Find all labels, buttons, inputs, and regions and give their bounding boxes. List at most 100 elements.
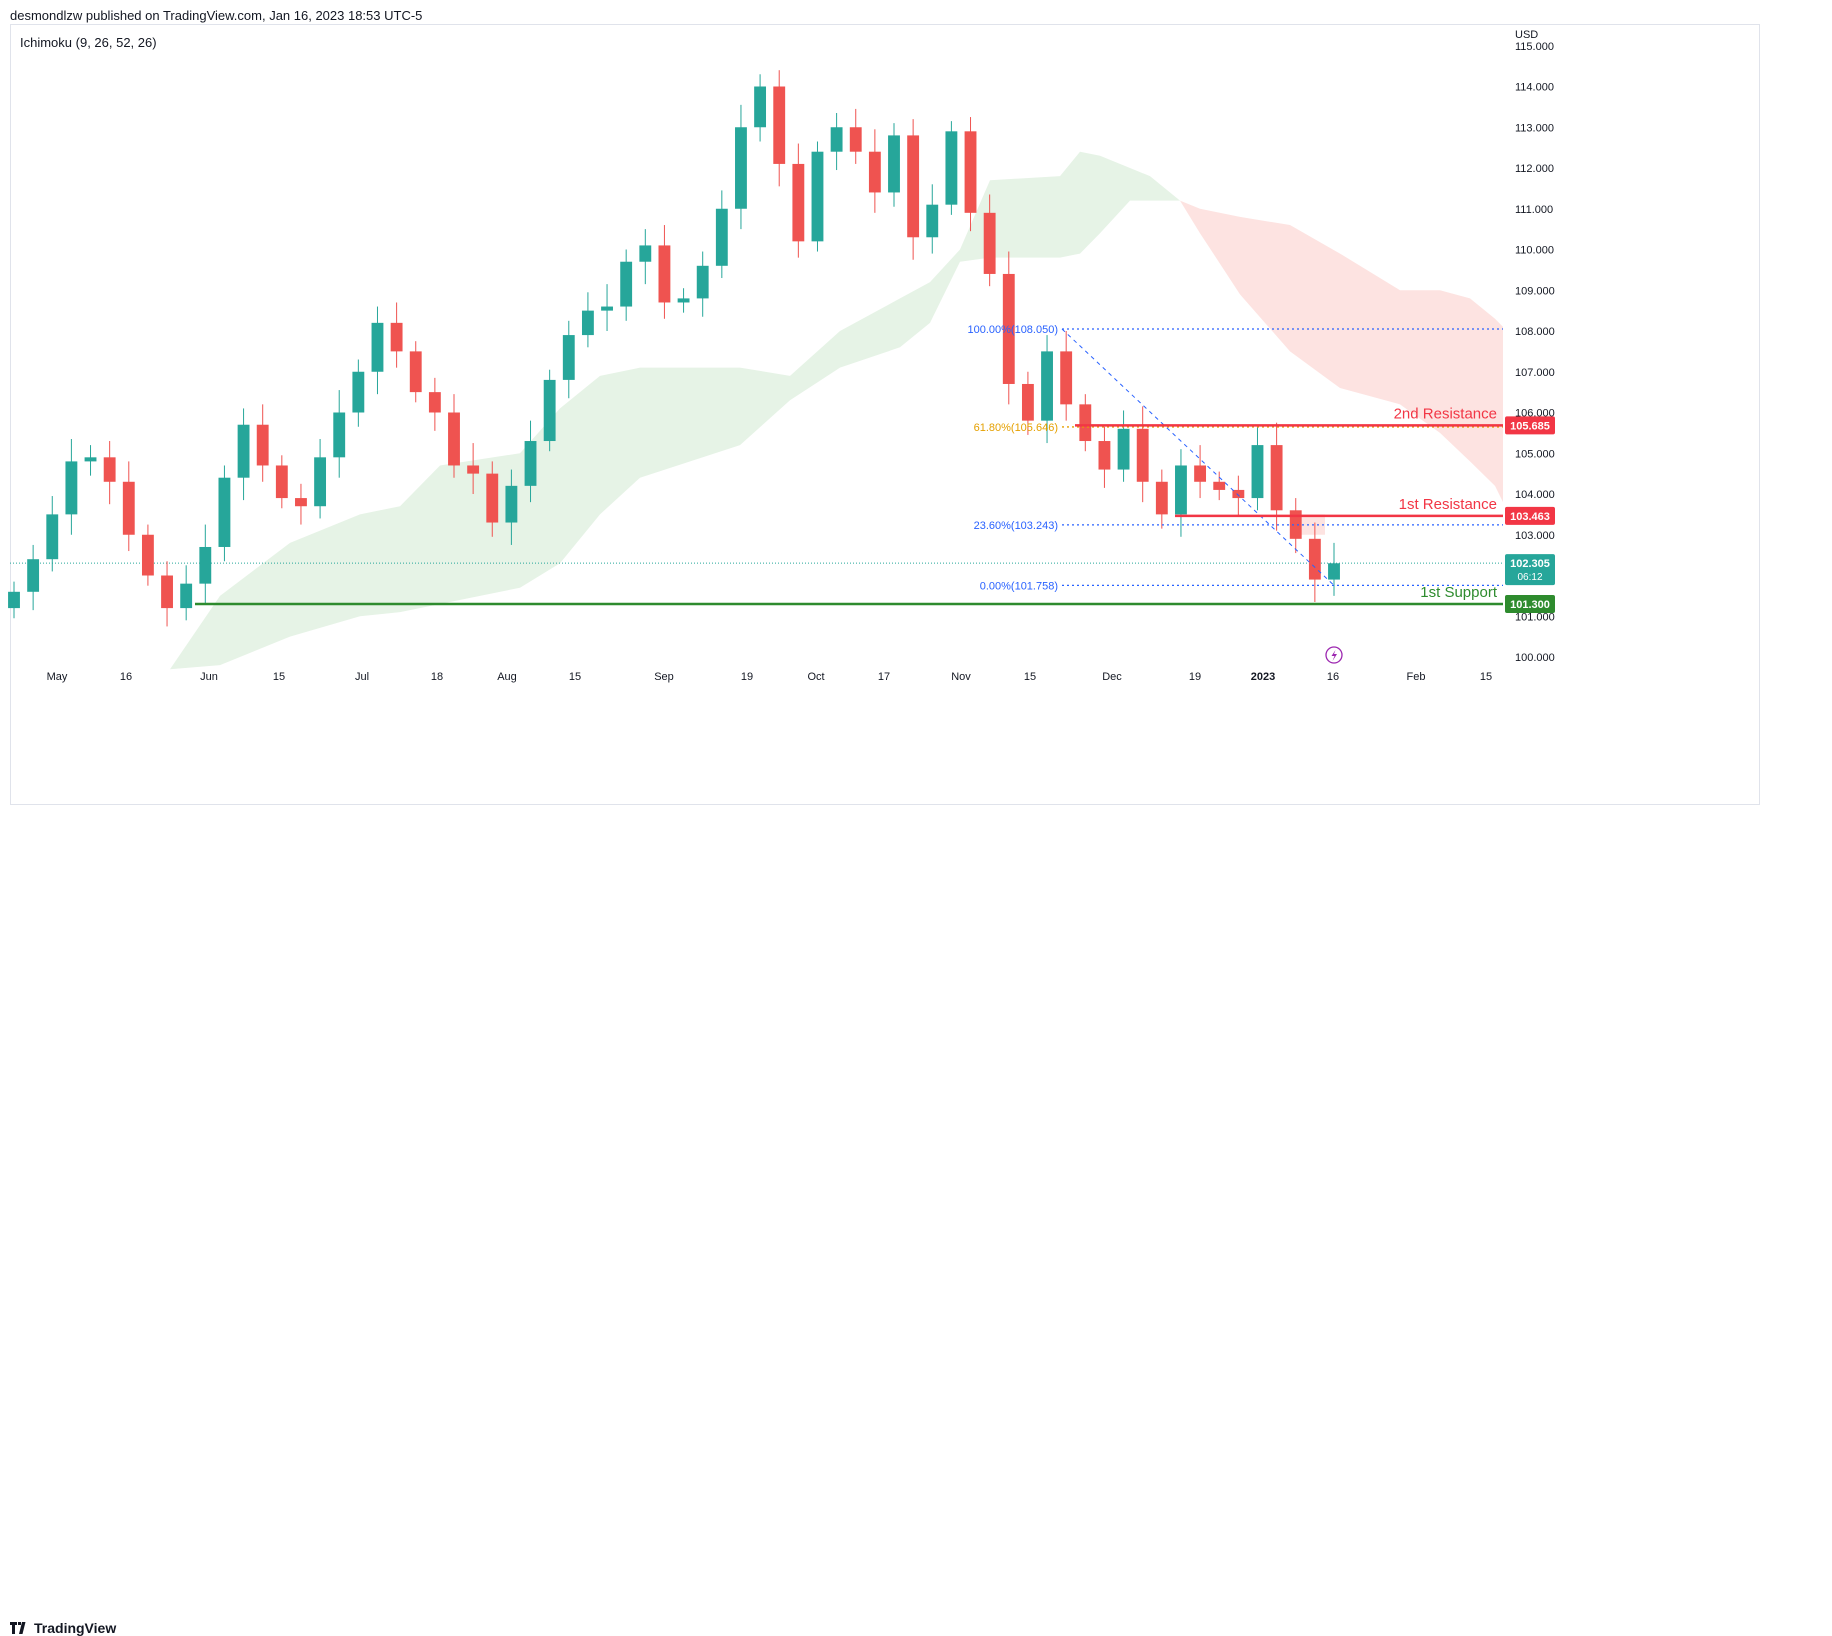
price-axis: 100.000101.000102.000103.000104.000105.0… bbox=[1505, 29, 1555, 664]
time-tick-label: 19 bbox=[1189, 671, 1201, 683]
candle bbox=[1021, 383, 1034, 421]
candle bbox=[830, 127, 843, 152]
current-price-tag bbox=[1505, 554, 1555, 586]
time-tick-label: 16 bbox=[1327, 671, 1339, 683]
candle bbox=[333, 412, 346, 458]
candle bbox=[849, 127, 862, 152]
price-tick-label: 113.000 bbox=[1515, 122, 1554, 134]
candle bbox=[1060, 351, 1073, 405]
candle bbox=[84, 457, 97, 462]
time-tick-label: Oct bbox=[807, 671, 824, 683]
time-tick-label: Feb bbox=[1407, 671, 1426, 683]
candle bbox=[103, 457, 116, 482]
candle bbox=[486, 473, 499, 523]
fib-level-label: 61.80%(105.646) bbox=[974, 422, 1058, 434]
candle bbox=[811, 151, 824, 242]
candle bbox=[1308, 538, 1321, 580]
candle bbox=[199, 546, 212, 584]
candle bbox=[677, 298, 690, 303]
candle bbox=[1194, 465, 1207, 482]
time-tick-label: Dec bbox=[1102, 671, 1122, 683]
fib-level-label: 0.00%(101.758) bbox=[980, 580, 1058, 592]
time-tick-label: Nov bbox=[951, 671, 971, 683]
price-tick-label: 110.000 bbox=[1515, 245, 1554, 257]
candle bbox=[562, 335, 575, 380]
top-bar: desmondlzw published on TradingView.com,… bbox=[0, 0, 1832, 30]
chart-frame bbox=[10, 24, 1760, 805]
footer: TradingView bbox=[0, 805, 1832, 1636]
candle bbox=[754, 86, 767, 128]
candle bbox=[1041, 351, 1053, 421]
price-tick-label: 109.000 bbox=[1515, 285, 1555, 297]
time-tick-label: 19 bbox=[741, 671, 753, 683]
lightning-bolt bbox=[1331, 650, 1337, 661]
candle bbox=[907, 135, 920, 238]
candle bbox=[409, 351, 422, 393]
indicator-label[interactable]: Ichimoku (9, 26, 52, 26) bbox=[20, 35, 157, 50]
tradingview-logo[interactable]: TradingView bbox=[10, 1620, 116, 1636]
price-chart[interactable]: 100.00%(108.050) 61.80%(105.646) 23.60%(10… bbox=[0, 0, 1832, 800]
candle bbox=[27, 559, 40, 592]
candle bbox=[390, 322, 403, 352]
candle bbox=[428, 392, 441, 413]
candle bbox=[314, 457, 327, 507]
time-tick-label: May bbox=[47, 671, 68, 683]
candle bbox=[161, 575, 173, 609]
level-price-tag bbox=[1505, 506, 1555, 525]
candle bbox=[868, 151, 881, 193]
price-tick-label: 101.000 bbox=[1515, 611, 1555, 623]
candle bbox=[141, 534, 154, 576]
time-tick-label: Jul bbox=[355, 671, 369, 683]
candle bbox=[620, 261, 633, 307]
level-label: 2nd Resistance bbox=[1394, 405, 1497, 422]
candle bbox=[505, 485, 518, 523]
candle bbox=[180, 583, 193, 609]
fib-trend-line bbox=[1061, 328, 1335, 586]
time-tick-label: 16 bbox=[120, 671, 132, 683]
candle bbox=[581, 310, 594, 336]
candle bbox=[1002, 273, 1015, 384]
level-price-tag bbox=[1505, 416, 1555, 435]
bearish-cloud bbox=[1180, 200, 1503, 503]
level-price-value: 103.463 bbox=[1510, 511, 1550, 523]
price-tick-label: 112.000 bbox=[1515, 163, 1554, 175]
price-tick-label: 106.000 bbox=[1515, 408, 1555, 420]
price-tick-label: 100.000 bbox=[1515, 652, 1555, 664]
time-tick-label: 18 bbox=[431, 671, 443, 683]
candle bbox=[1213, 481, 1226, 490]
time-axis: May 16 Jun 15 Jul 18 Aug 15 Sep 19 Oct 17 Nov 15 Dec 19… bbox=[47, 671, 1493, 683]
candle bbox=[983, 212, 996, 274]
fib-level-label: 100.00%(108.050) bbox=[967, 324, 1058, 336]
candle bbox=[352, 371, 365, 413]
price-tick-label: 105.000 bbox=[1515, 448, 1555, 460]
candles bbox=[8, 70, 1340, 627]
price-tick-label: 107.000 bbox=[1515, 367, 1555, 379]
price-tick-label: 104.000 bbox=[1515, 489, 1555, 501]
price-tick-label: 103.000 bbox=[1515, 530, 1555, 542]
candle bbox=[658, 245, 671, 303]
publish-info: desmondlzw published on TradingView.com,… bbox=[10, 8, 423, 23]
bullish-cloud bbox=[170, 151, 1180, 670]
candle bbox=[888, 135, 900, 193]
level-price-value: 101.300 bbox=[1510, 599, 1550, 611]
lightning-icon bbox=[1325, 646, 1343, 664]
candle bbox=[945, 131, 958, 205]
candle bbox=[639, 245, 652, 262]
time-tick-label: Jun bbox=[200, 671, 218, 683]
bar-countdown: 06:12 bbox=[1517, 572, 1542, 583]
candle bbox=[1270, 445, 1283, 511]
candle bbox=[1175, 465, 1187, 515]
time-tick-label: 15 bbox=[273, 671, 285, 683]
candle bbox=[1155, 481, 1168, 515]
candle bbox=[1117, 428, 1130, 470]
level-label: 1st Resistance bbox=[1399, 496, 1497, 513]
candle bbox=[773, 86, 786, 164]
candle bbox=[65, 461, 78, 515]
candle bbox=[524, 441, 537, 486]
tradingview-logo-icon bbox=[10, 1622, 26, 1634]
candle bbox=[275, 465, 288, 499]
event-marker bbox=[1325, 646, 1343, 664]
price-tick-label: 111.000 bbox=[1515, 204, 1553, 216]
support-resistance-levels: 2nd Resistance 105.685 1st Resistance 103.4… bbox=[195, 405, 1555, 614]
time-tick-label: 15 bbox=[569, 671, 581, 683]
